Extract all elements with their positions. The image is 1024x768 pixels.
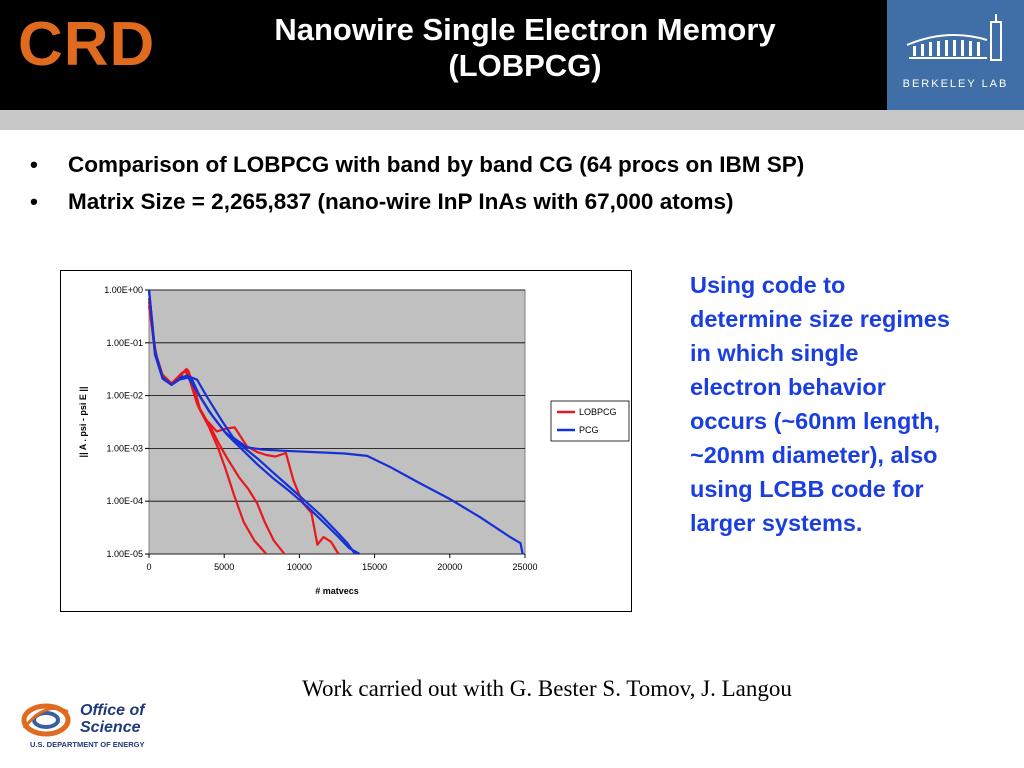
header-bar: CRD Nanowire Single Electron Memory (LOB… bbox=[0, 0, 1024, 110]
bullet-list: • Comparison of LOBPCG with band by band … bbox=[30, 146, 804, 220]
legend-label-pcg: PCG bbox=[579, 425, 599, 435]
plot-area bbox=[148, 289, 526, 555]
x-tick-label: 5000 bbox=[214, 562, 234, 572]
side-note: Using code to determine size regimes in … bbox=[690, 272, 950, 536]
berkeley-lab-logo: BERKELEY LAB bbox=[887, 0, 1024, 110]
credit-line: Work carried out with G. Bester S. Tomov… bbox=[0, 676, 1024, 702]
bullet-item: • Matrix Size = 2,265,837 (nano-wire InP … bbox=[30, 183, 804, 220]
x-tick-label: 15000 bbox=[362, 562, 387, 572]
office-of-science-logo: Office of Science U.S. DEPARTMENT OF ENE… bbox=[16, 698, 186, 753]
x-tick-label: 0 bbox=[146, 562, 151, 572]
header-divider bbox=[0, 110, 1024, 130]
y-tick-label: 1.00E-05 bbox=[106, 549, 143, 559]
title-line-2: (LOBPCG) bbox=[448, 48, 602, 83]
y-tick-label: 1.00E+00 bbox=[104, 285, 143, 295]
oos-line2: Science bbox=[80, 719, 141, 736]
y-axis-label: || A . psi - psi E || bbox=[78, 387, 88, 458]
bullet-glyph: • bbox=[30, 189, 38, 214]
berkeley-lab-label: BERKELEY LAB bbox=[902, 78, 1009, 90]
bullet-text: Comparison of LOBPCG with band by band C… bbox=[68, 152, 805, 177]
credit-text: Work carried out with G. Bester S. Tomov… bbox=[302, 676, 792, 701]
bullet-text: Matrix Size = 2,265,837 (nano-wire InP I… bbox=[68, 189, 734, 214]
y-tick-label: 1.00E-03 bbox=[106, 443, 143, 453]
berkeley-lab-building-icon bbox=[906, 14, 1002, 61]
doe-logo-icon bbox=[21, 703, 71, 737]
x-tick-label: 10000 bbox=[287, 562, 312, 572]
legend-label-lobpcg: LOBPCG bbox=[579, 407, 617, 417]
convergence-chart: 1.00E+00 1.00E-01 1.00E-02 1.00E-03 1.00E-04… bbox=[78, 285, 630, 596]
oos-line1: Office of bbox=[80, 702, 145, 719]
series-line-pcg bbox=[147, 289, 361, 555]
x-tick-label: 20000 bbox=[437, 562, 462, 572]
x-tick-label: 25000 bbox=[512, 562, 537, 572]
y-tick-label: 1.00E-02 bbox=[106, 391, 143, 401]
x-axis-label: # matvecs bbox=[315, 586, 359, 596]
oos-line3: U.S. DEPARTMENT OF ENERGY bbox=[30, 740, 145, 749]
bullet-glyph: • bbox=[30, 152, 38, 177]
crd-logo: CRD bbox=[18, 10, 156, 79]
legend-box bbox=[550, 400, 630, 442]
title-line-1: Nanowire Single Electron Memory bbox=[274, 12, 776, 47]
y-tick-label: 1.00E-04 bbox=[106, 496, 143, 506]
slide-title: Nanowire Single Electron Memory (LOBPCG) bbox=[180, 12, 870, 84]
y-tick-label: 1.00E-01 bbox=[106, 338, 143, 348]
bullet-item: • Comparison of LOBPCG with band by band … bbox=[30, 146, 804, 183]
chart-container: 1.00E+00 1.00E-01 1.00E-02 1.00E-03 1.00E-04… bbox=[60, 270, 632, 612]
